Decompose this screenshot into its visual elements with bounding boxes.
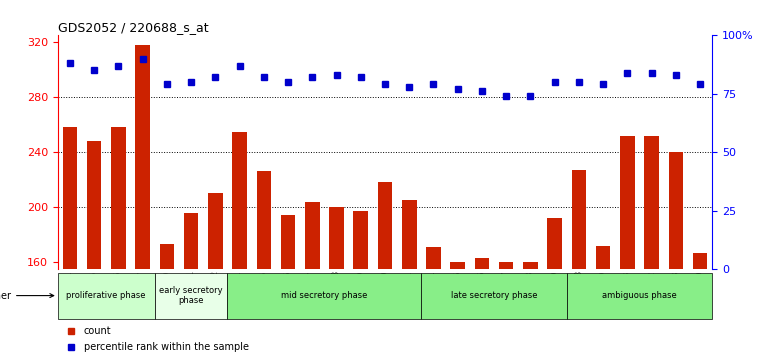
Bar	[402, 200, 417, 354]
Bar	[421, 273, 567, 319]
Bar	[644, 136, 659, 354]
Bar	[523, 262, 537, 354]
Bar	[155, 273, 227, 319]
Bar	[87, 141, 102, 354]
Bar	[281, 216, 296, 354]
Bar	[353, 211, 368, 354]
Bar	[596, 246, 611, 354]
Bar	[620, 136, 634, 354]
Bar	[136, 45, 150, 354]
Bar	[547, 218, 562, 354]
Text: count: count	[84, 326, 112, 336]
Text: proliferative phase: proliferative phase	[66, 291, 146, 300]
Bar	[208, 193, 223, 354]
Bar	[111, 127, 126, 354]
Bar	[62, 127, 77, 354]
Bar	[427, 247, 440, 354]
Bar	[567, 273, 712, 319]
Bar	[159, 244, 174, 354]
Bar	[184, 213, 199, 354]
Bar	[668, 152, 683, 354]
Text: ambiguous phase: ambiguous phase	[602, 291, 677, 300]
Bar	[499, 262, 514, 354]
Bar	[571, 170, 586, 354]
Bar	[378, 182, 392, 354]
Text: mid secretory phase: mid secretory phase	[281, 291, 367, 300]
Bar	[450, 262, 465, 354]
Bar	[227, 273, 421, 319]
Text: percentile rank within the sample: percentile rank within the sample	[84, 342, 249, 352]
Bar	[233, 132, 247, 354]
Text: other: other	[0, 291, 54, 301]
Text: GDS2052 / 220688_s_at: GDS2052 / 220688_s_at	[58, 21, 209, 34]
Bar	[330, 207, 343, 354]
Bar	[693, 252, 708, 354]
Bar	[256, 171, 271, 354]
Bar	[305, 202, 320, 354]
Bar	[58, 273, 155, 319]
Text: early secretory
phase: early secretory phase	[159, 286, 223, 305]
Bar	[474, 258, 489, 354]
Text: late secretory phase: late secretory phase	[450, 291, 537, 300]
